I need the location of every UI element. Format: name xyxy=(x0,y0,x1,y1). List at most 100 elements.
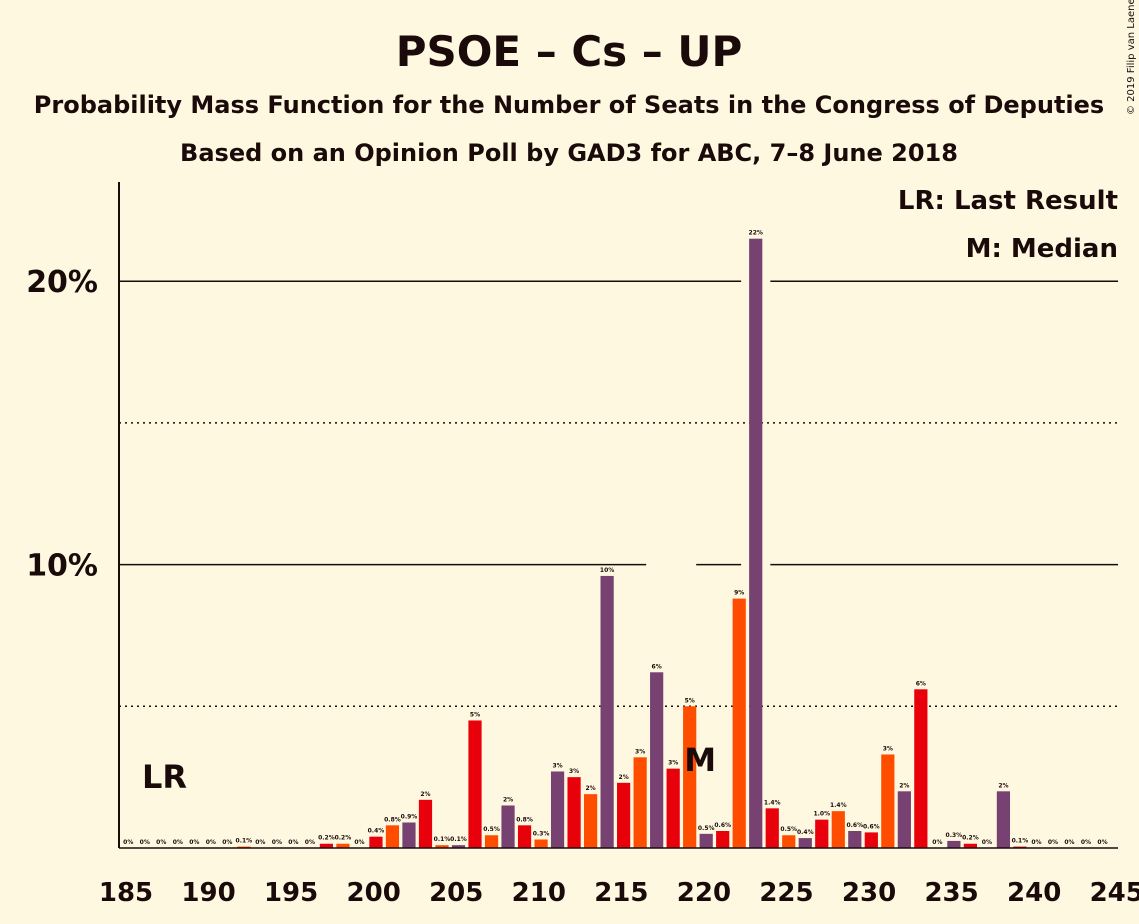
bar-230 xyxy=(848,830,862,848)
data-label-217: 3% xyxy=(635,748,645,755)
bar-227 xyxy=(798,838,812,848)
data-label-196: 0% xyxy=(288,839,298,846)
gridline-gap-median xyxy=(646,562,697,567)
data-label-209: 2% xyxy=(503,796,513,803)
bar-201 xyxy=(369,836,383,848)
data-label-227: 0.4% xyxy=(797,829,814,836)
data-label-206: 0.1% xyxy=(450,836,467,843)
data-labels: 0% 0% 0% 0% 0% 0% 0% 0.1% 0% 0% 0% 0%0.2% 0.2%0%0.4%… xyxy=(123,230,1107,846)
bar-215 xyxy=(600,575,614,848)
x-tick-label-190: 190 xyxy=(181,878,235,908)
data-label-214: 2% xyxy=(586,785,596,792)
data-label-197: 0% xyxy=(305,839,315,846)
bar-226 xyxy=(782,835,796,848)
bar-223 xyxy=(732,598,746,848)
data-label-222: 0.6% xyxy=(714,822,731,829)
data-label-220: 5% xyxy=(685,697,695,704)
data-label-225: 1.4% xyxy=(764,799,781,806)
data-label-207: 5% xyxy=(470,711,480,718)
data-label-199: 0.2% xyxy=(335,835,352,842)
data-label-202: 0.8% xyxy=(384,816,401,823)
data-label-232: 3% xyxy=(883,745,893,752)
x-ticks: 185 190 195 200 205 210 215 220 225 230 235 240 245 xyxy=(99,878,1139,908)
data-label-203: 0.9% xyxy=(401,813,418,820)
bar-232 xyxy=(881,754,895,848)
bar-198 xyxy=(319,843,334,848)
bars xyxy=(237,238,1027,848)
data-label-215: 10% xyxy=(600,567,614,574)
bar-229 xyxy=(831,811,845,848)
bar-203 xyxy=(402,822,416,848)
x-tick-label-245: 245 xyxy=(1090,878,1139,908)
data-label-189: 0% xyxy=(173,839,183,846)
data-label-241: 0% xyxy=(1031,839,1041,846)
bar-216 xyxy=(617,782,631,848)
bar-211 xyxy=(534,839,548,848)
bar-234 xyxy=(914,689,928,848)
data-label-231: 0.6% xyxy=(863,823,880,830)
copyright-text: © 2019 Filip van Laenen xyxy=(1126,0,1137,115)
bar-228 xyxy=(815,819,829,848)
x-tick-label-215: 215 xyxy=(594,878,648,908)
x-tick-label-230: 230 xyxy=(842,878,896,908)
x-tick-label-205: 205 xyxy=(429,878,483,908)
data-label-237: 0.2% xyxy=(962,835,979,842)
data-label-218: 6% xyxy=(652,663,662,670)
y-ticks: 10% 20% xyxy=(26,265,98,583)
data-label-238: 0% xyxy=(982,839,992,846)
x-tick-label-210: 210 xyxy=(512,878,566,908)
legend-median: M: Median xyxy=(966,234,1118,264)
data-label-244: 0% xyxy=(1081,839,1091,846)
data-label-229: 1.4% xyxy=(830,802,847,809)
data-label-187: 0% xyxy=(140,839,150,846)
x-tick-label-235: 235 xyxy=(924,878,978,908)
data-label-243: 0% xyxy=(1064,839,1074,846)
data-label-230: 0.6% xyxy=(846,822,863,829)
bar-212 xyxy=(550,771,565,848)
data-label-208: 0.5% xyxy=(483,826,500,833)
chart-subtitle-2: Based on an Opinion Poll by GAD3 for ABC… xyxy=(180,139,958,167)
data-label-211: 0.3% xyxy=(533,830,550,837)
x-tick-label-195: 195 xyxy=(264,878,318,908)
data-label-216: 2% xyxy=(619,774,629,781)
data-label-191: 0% xyxy=(206,839,216,846)
x-tick-label-200: 200 xyxy=(347,878,401,908)
gridlines xyxy=(119,279,1118,708)
bar-206 xyxy=(451,845,466,848)
data-label-204: 2% xyxy=(420,791,430,798)
bar-233 xyxy=(897,791,911,848)
data-label-219: 3% xyxy=(668,760,678,767)
data-label-239: 2% xyxy=(998,782,1008,789)
data-label-201: 0.4% xyxy=(368,828,385,835)
bar-217 xyxy=(633,757,647,848)
bar-205 xyxy=(435,845,449,848)
data-label-223: 9% xyxy=(734,590,744,597)
data-label-228: 1.0% xyxy=(813,811,830,818)
data-label-194: 0% xyxy=(255,839,265,846)
chart-subtitle-1: Probability Mass Function for the Number… xyxy=(34,91,1104,119)
data-label-190: 0% xyxy=(189,839,199,846)
data-label-224: 22% xyxy=(749,230,763,237)
x-tick-label-185: 185 xyxy=(99,878,153,908)
bar-221 xyxy=(699,833,713,848)
data-label-226: 0.5% xyxy=(780,826,797,833)
data-label-192: 0% xyxy=(222,839,232,846)
bar-224 xyxy=(749,238,763,848)
data-label-245: 0% xyxy=(1097,839,1107,846)
bar-207 xyxy=(468,720,482,848)
last-result-marker: LR xyxy=(142,758,187,796)
x-tick-label-240: 240 xyxy=(1007,878,1061,908)
data-label-240: 0.1% xyxy=(1012,838,1029,845)
data-label-210: 0.8% xyxy=(516,816,533,823)
bar-220 xyxy=(683,706,697,848)
bar-237 xyxy=(963,843,977,848)
data-label-200: 0% xyxy=(354,839,364,846)
y-tick-label-0: 10% xyxy=(26,549,98,584)
data-label-212: 3% xyxy=(552,762,562,769)
bar-218 xyxy=(650,672,664,848)
data-label-242: 0% xyxy=(1048,839,1058,846)
bar-219 xyxy=(666,768,680,848)
data-label-205: 0.1% xyxy=(434,836,451,843)
median-marker: M xyxy=(684,741,716,779)
